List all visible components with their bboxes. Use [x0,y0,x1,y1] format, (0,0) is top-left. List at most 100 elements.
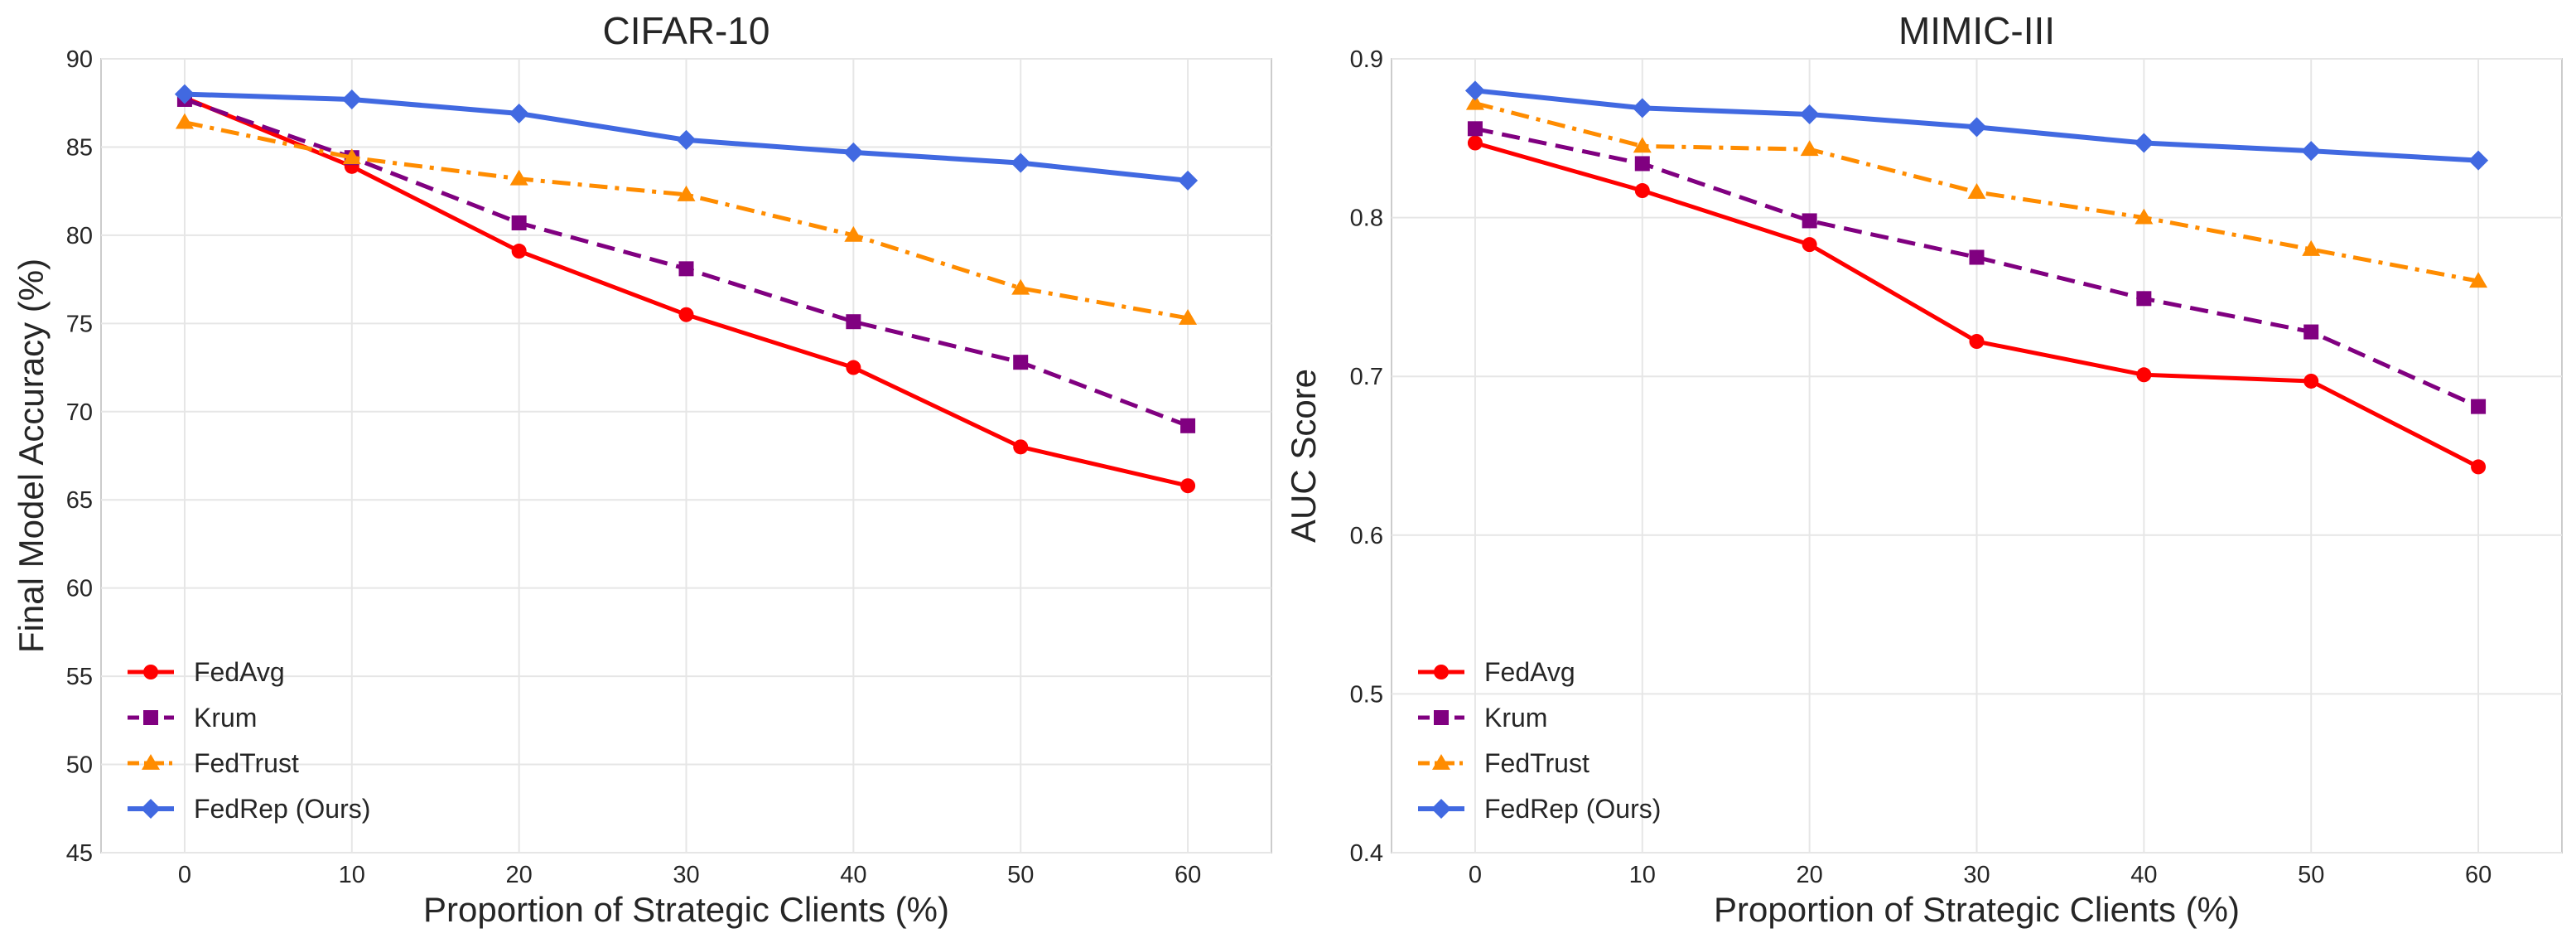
data-point [2471,399,2487,414]
legend-item: FedAvg [128,657,285,687]
legend-marker [142,754,160,770]
data-point [2135,208,2154,225]
legend-item: FedTrust [128,748,299,778]
x-tick-label: 0 [1469,862,1482,888]
series-fedtrust [175,113,1198,325]
series-fedrep-ours [174,84,1199,191]
data-point [1180,418,1196,433]
data-point [1013,439,1029,455]
y-tick-label: 0.7 [1350,364,1383,390]
legend-marker [1434,710,1449,725]
legend-label: FedTrust [194,748,299,778]
data-point [342,148,361,165]
data-point [1011,278,1030,295]
y-tick-label: 75 [66,311,93,337]
x-tick-label: 40 [2130,862,2157,888]
y-tick-label: 0.8 [1350,206,1383,232]
legend-label: Krum [1484,703,1547,733]
legend-item: FedRep (Ours) [128,794,370,824]
x-tick-label: 60 [2465,862,2492,888]
y-tick-label: 0.9 [1350,46,1383,73]
legend-marker [1434,665,1449,679]
data-point [1969,334,1985,350]
y-tick-label: 0.5 [1350,681,1383,708]
chart-title: MIMIC-III [1898,9,2055,52]
x-tick-label: 10 [1629,862,1656,888]
data-point [1013,355,1029,370]
series-krum [1467,121,2487,414]
legend-item: FedRep (Ours) [1418,794,1661,824]
x-tick-label: 20 [1797,862,1823,888]
legend-marker [143,665,158,679]
data-point [175,113,194,129]
data-point [846,314,861,330]
y-axis-label: AUC Score [1284,369,1323,543]
y-axis-label: Final Model Accuracy (%) [12,259,51,653]
data-point [1966,117,1987,138]
data-point [2303,324,2319,340]
y-tick-label: 90 [66,46,93,73]
legend: FedAvg Krum FedTrust FedRep (Ours) [1418,657,1661,824]
legend: FedAvg Krum FedTrust FedRep (Ours) [128,657,370,824]
data-point [844,225,863,242]
data-point [1802,237,1817,253]
x-tick-label: 50 [1007,862,1034,888]
data-point [1799,104,1820,125]
legend-marker [141,799,161,819]
data-point [341,89,362,109]
data-point [2468,150,2489,171]
data-point [2134,133,2154,153]
legend-label: FedTrust [1484,748,1589,778]
data-point [1464,80,1485,101]
data-point [509,169,528,186]
data-point [1967,182,1986,199]
x-tick-label: 30 [1963,862,1990,888]
data-point [2136,291,2152,307]
y-tick-label: 80 [66,223,93,249]
legend-item: Krum [1418,703,1547,733]
y-tick-label: 55 [66,664,93,690]
chart-title: CIFAR-10 [603,9,770,52]
legend-marker [143,710,158,725]
data-point [1634,183,1650,199]
data-point [2303,373,2319,389]
x-tick-label: 30 [673,862,699,888]
data-point [2136,367,2152,383]
series-fedavg [1467,135,2487,475]
data-point [1179,308,1198,325]
y-tick-label: 60 [66,576,93,602]
legend-label: FedRep (Ours) [1484,794,1661,824]
legend-item: FedTrust [1418,748,1589,778]
data-point [678,307,694,322]
x-axis-label: Proportion of Strategic Clients (%) [423,890,949,929]
data-point [677,185,696,201]
data-point [1467,135,1483,151]
legend-marker [1432,754,1450,770]
x-axis-label: Proportion of Strategic Clients (%) [1714,890,2240,929]
chart-panel-1: 0 10 20 30 40 50 60 45 50 55 60 65 70 75 80 85 90 CIFAR-1… [12,9,1272,929]
data-point [843,142,864,162]
chart-panel-2: 0 10 20 30 40 50 60 0.4 0.5 0.6 0.7 0.8 0.9 MIMIC-III… [1284,9,2563,929]
y-tick-label: 65 [66,487,93,514]
data-point [1465,94,1484,110]
data-point [511,244,527,259]
data-point [1634,156,1650,172]
legend-marker [1431,799,1451,819]
data-point [1800,140,1819,157]
y-tick-label: 85 [66,134,93,161]
data-point [509,103,529,123]
data-point [511,215,527,230]
legend-item: FedAvg [1418,657,1575,687]
data-point [2302,239,2321,256]
data-point [1011,152,1031,173]
data-point [2469,272,2488,288]
x-tick-label: 60 [1175,862,1201,888]
data-point [846,360,861,375]
data-point [1632,98,1652,118]
data-point [676,129,697,150]
data-point [1180,478,1196,494]
data-point [1969,249,1985,265]
x-tick-label: 10 [339,862,365,888]
series-fedrep-ours [1464,80,2489,171]
